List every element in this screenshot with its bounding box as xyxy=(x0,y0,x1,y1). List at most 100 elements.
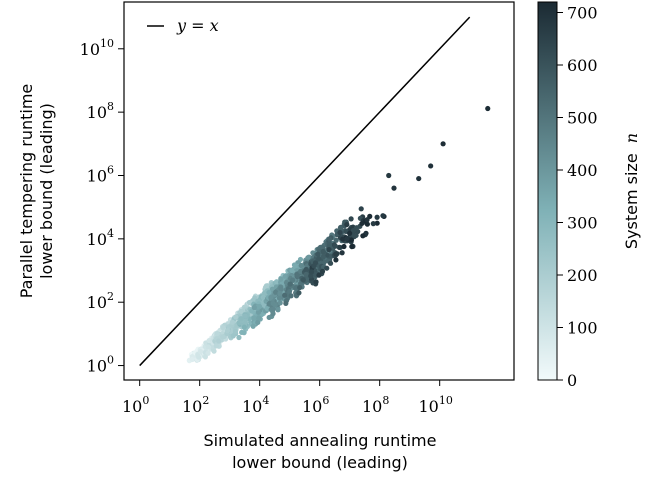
colorbar-tick-label-5: 500 xyxy=(567,109,598,128)
scatter-point-973 xyxy=(320,248,326,255)
colorbar-tick-label-7: 700 xyxy=(567,4,598,23)
scatter-point-1028 xyxy=(350,227,357,234)
scatter-point-490 xyxy=(236,334,242,341)
scatter-point-551 xyxy=(241,324,247,330)
colorbar-label-text: System size xyxy=(622,153,641,249)
scatter-point-1049 xyxy=(380,213,386,219)
scatter-point-598 xyxy=(269,286,275,292)
scatter-point-876 xyxy=(282,292,288,298)
scatter-point-792 xyxy=(277,290,283,296)
scatter-point-233 xyxy=(202,354,208,360)
scatter-point-988 xyxy=(337,229,343,236)
x-axis-label-line-2: lower bound (leading) xyxy=(232,453,408,472)
x-tick-label-3: 106 xyxy=(302,394,329,416)
scatter-point-1060 xyxy=(485,105,491,112)
x-tick-label-1: 102 xyxy=(182,394,209,416)
scatter-point-1029 xyxy=(316,272,322,278)
x-tick-label-2: 104 xyxy=(242,394,269,416)
scatter-point-1015 xyxy=(353,232,359,239)
scatter-point-428 xyxy=(263,283,270,289)
scatter-point-223 xyxy=(205,350,211,356)
scatter-point-995 xyxy=(348,216,354,222)
scatter-point-713 xyxy=(266,314,272,321)
scatter-point-1023 xyxy=(308,269,315,275)
scatter-point-686 xyxy=(278,276,284,282)
scatter-point-777 xyxy=(268,294,274,301)
reference-line-y-equals-x xyxy=(139,16,471,367)
scatter-point-1042 xyxy=(347,230,353,236)
y-tick-label-2: 104 xyxy=(87,227,114,249)
scatter-point-1017 xyxy=(333,251,339,257)
colorbar-tick-label-6: 600 xyxy=(567,56,598,75)
y-tick-label-0: 100 xyxy=(87,354,114,376)
scatter-point-1043 xyxy=(333,257,339,263)
scatter-point-962 xyxy=(300,277,306,283)
y-axis-ticks: 100 102 104 106 108 1010 xyxy=(80,37,124,376)
scatter-point-901 xyxy=(296,290,302,296)
scatter-point-964 xyxy=(326,236,333,242)
scatter-point-647 xyxy=(255,319,261,326)
scatter-point-448 xyxy=(229,319,236,325)
scatter-point-1020 xyxy=(332,243,338,249)
scatter-point-1016 xyxy=(336,244,342,250)
scatter-point-538 xyxy=(274,279,280,285)
y-axis-label-line-2: lower bound (leading) xyxy=(37,103,56,279)
scatter-point-864 xyxy=(286,288,293,295)
scatter-point-975 xyxy=(333,237,339,243)
scatter-point-944 xyxy=(297,284,303,291)
scatter-point-1021 xyxy=(311,263,317,269)
scatter-point-219 xyxy=(206,337,212,344)
scatter-point-1001 xyxy=(344,221,350,228)
scatter-point-1052 xyxy=(339,250,345,256)
scatter-point-1046 xyxy=(341,243,347,250)
legend: y = x xyxy=(147,16,219,35)
scatter-point-895 xyxy=(290,277,296,283)
colorbar xyxy=(537,1,558,381)
scatter-point-554 xyxy=(241,330,247,336)
scatter-point-447 xyxy=(246,299,253,306)
scatter-point-547 xyxy=(238,316,244,322)
scatter-point-1050 xyxy=(370,221,376,227)
scatter-point-775 xyxy=(306,254,312,260)
scatter-point-1053 xyxy=(364,217,370,223)
scatter-point-438 xyxy=(238,308,244,314)
colorbar-label-var: n xyxy=(622,133,641,143)
colorbar-tick-label-4: 400 xyxy=(567,161,598,180)
scatter-point-887 xyxy=(288,293,294,299)
scatter-point-1008 xyxy=(358,206,364,212)
scatter-point-684 xyxy=(289,267,295,274)
colorbar-tick-label-3: 300 xyxy=(567,214,598,233)
scatter-point-338 xyxy=(216,338,222,344)
colorbar-ticks: 0 100 200 300 400 500 600 700 xyxy=(557,4,598,390)
scatter-point-981 xyxy=(327,260,334,266)
plot-frame xyxy=(123,1,515,381)
x-axis-ticks: 100 102 104 106 108 1010 xyxy=(122,380,453,416)
scatter-point-1034 xyxy=(374,214,380,220)
scatter-point-332 xyxy=(220,325,226,331)
scatter-point-885 xyxy=(283,300,289,306)
scatter-point-796 xyxy=(272,302,278,308)
scatter-point-1051 xyxy=(364,221,370,227)
scatter-point-779 xyxy=(273,289,279,295)
plot-area xyxy=(124,2,514,380)
colorbar-tick-label-1: 100 xyxy=(567,319,598,338)
scatter-point-54 xyxy=(189,356,195,363)
colorbar-tick-label-0: 0 xyxy=(567,371,577,390)
scatter-point-1057 xyxy=(416,175,422,182)
scatter-point-762 xyxy=(270,311,276,317)
scatter-point-565 xyxy=(261,302,267,309)
scatter-point-1024 xyxy=(313,279,319,285)
scatter-point-1033 xyxy=(374,220,380,226)
scatter-point-681 xyxy=(266,289,272,296)
scatter-point-620 xyxy=(251,315,257,321)
scatter-point-446 xyxy=(232,328,239,335)
x-tick-label-0: 100 xyxy=(122,394,149,416)
scatter-point-449 xyxy=(233,314,239,320)
scatter-point-331 xyxy=(214,330,220,337)
scatter-point-883 xyxy=(298,268,304,274)
scatter-point-1045 xyxy=(349,243,355,250)
y-tick-label-5: 1010 xyxy=(80,37,114,59)
scatter-point-1014 xyxy=(308,273,314,279)
scatter-point-711 xyxy=(277,300,283,306)
